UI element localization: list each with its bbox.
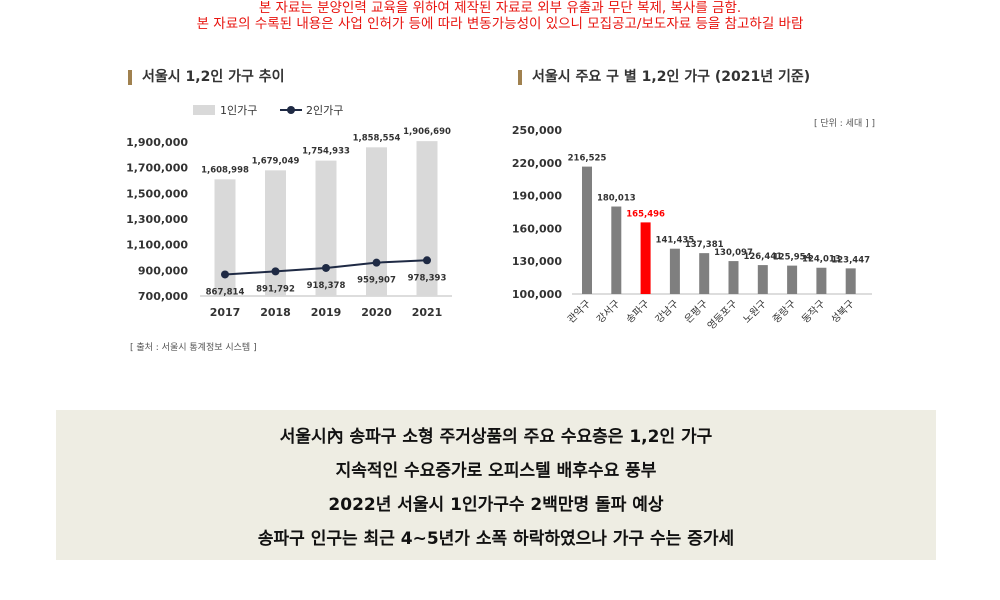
bar-노원구 [757,265,768,294]
bar-value-label: 126,441 [743,252,782,262]
bar-은평구 [699,253,710,294]
bar-1-person-2021 [416,141,438,296]
line-value-label: 918,378 [307,281,346,291]
legend-label-1: 1인가구 [220,104,257,117]
y-tick-label: 190,000 [512,190,562,203]
bar-value-label: 180,013 [597,194,636,204]
source-note: [ 출처 : 서울시 통계정보 시스템 ] [130,343,257,353]
x-tick-label: 은평구 [682,298,710,326]
bar-송파구 [640,222,651,294]
bar-1-person-2017 [214,179,236,296]
notice-line-1: 본 자료는 분양인력 교육을 위하여 제작된 자료로 외부 유출과 무단 복제,… [258,0,742,16]
x-tick-label: 강남구 [653,298,681,326]
bar-강남구 [669,248,680,294]
bar-value-label: 1,608,998 [201,165,249,175]
line-point-2021 [423,256,431,265]
line-point-2017 [221,270,229,279]
bar-영등포구 [728,261,739,294]
summary-line-2: 지속적인 수요증가로 오피스텔 배후수요 풍부 [335,461,657,481]
bar-value-label: 137,381 [685,240,724,250]
y-tick-label: 220,000 [512,157,562,170]
bar-value-label: 165,496 [626,209,665,219]
x-tick-label: 송파구 [624,298,652,326]
x-tick-label: 2017 [210,306,241,319]
y-tick-label: 700,000 [138,290,188,303]
summary-line-1: 서울시內 송파구 소형 주거상품의 주요 수요층은 1,2인 가구 [279,427,713,447]
x-tick-label: 강서구 [594,298,622,326]
y-tick-label: 1,300,000 [126,213,188,226]
bar-1-person-2019 [315,160,337,296]
summary-line-3: 2022년 서울시 1인가구수 2백만명 돌파 예상 [328,495,664,515]
bar-value-label: 123,447 [831,255,870,265]
bar-value-label: 216,525 [568,154,607,164]
bar-중랑구 [787,265,798,294]
y-tick-label: 1,500,000 [126,187,188,200]
y-tick-label: 1,900,000 [126,136,188,149]
bar-value-label: 1,679,049 [252,156,300,166]
bar-value-label: 1,906,690 [403,127,451,137]
bar-value-label: 125,954 [773,253,812,263]
bar-value-label: 124,013 [802,255,841,265]
x-tick-label: 중랑구 [770,298,798,326]
x-tick-label: 2018 [260,306,291,319]
bar-동작구 [816,267,827,294]
legend-marker-2 [287,106,295,114]
bar-관악구 [582,166,592,294]
x-tick-label: 2020 [361,306,392,319]
unit-note: [ 단위 : 세대 ] ] [814,119,875,129]
bar-value-label: 130,097 [714,248,753,258]
y-tick-label: 1,100,000 [126,239,188,252]
bar-1-person-2018 [265,170,286,296]
line-point-2019 [322,263,330,272]
line-value-label: 959,907 [357,276,396,286]
household-trend-chart: 1인가구 2인가구 1,900,000 1,700,000 1,500,000 1,300… [126,104,452,319]
notice-text: 본 자료는 분양인력 교육을 위하여 제작된 자료로 외부 유출과 무단 복제,… [0,0,1000,32]
notice-line-2: 본 자료의 수록된 내용은 사업 인허가 등에 따라 변동가능성이 있으니 모집… [196,16,804,32]
x-tick-label: 노원구 [741,298,769,326]
line-point-2018 [271,267,280,276]
line-value-label: 867,814 [206,287,245,297]
line-point-2020 [372,258,381,267]
legend-swatch-1 [193,105,215,115]
bar-1-person-2020 [366,147,387,296]
bar-value-label: 1,754,933 [302,147,350,157]
district-household-chart: 250,000 220,000 190,000 160,000 130,000 100,0… [512,124,872,333]
legend-label-2: 2인가구 [306,104,343,117]
x-tick-label: 영등포구 [705,298,740,333]
right-chart-title: 서울시 주요 구 별 1,2인 가구 (2021년 기준) [518,70,810,85]
y-tick-label: 130,000 [512,255,562,268]
x-tick-label: 관악구 [565,298,593,326]
bar-성북구 [845,268,856,294]
y-tick-label: 100,000 [512,288,562,301]
bar-value-label: 141,435 [656,236,695,246]
bar-value-label: 1,858,554 [353,133,401,143]
x-tick-label: 동작구 [800,298,828,326]
left-chart-title: 서울시 1,2인 가구 추이 [128,70,284,85]
line-value-label: 978,393 [408,273,447,283]
x-tick-label: 2019 [311,306,342,319]
y-tick-label: 1,700,000 [126,162,188,175]
y-tick-label: 900,000 [138,264,188,277]
summary-line-4: 송파구 인구는 최근 4~5년가 소폭 하락하였으나 가구 수는 증가세 [257,529,735,549]
bar-강서구 [611,206,622,294]
y-tick-label: 250,000 [512,124,562,137]
x-tick-label: 2021 [412,306,443,319]
summary-box: 서울시內 송파구 소형 주거상품의 주요 수요층은 1,2인 가구 지속적인 수… [56,410,936,560]
y-tick-label: 160,000 [512,222,562,235]
x-tick-label: 성북구 [829,298,857,326]
line-value-label: 891,792 [256,284,295,294]
